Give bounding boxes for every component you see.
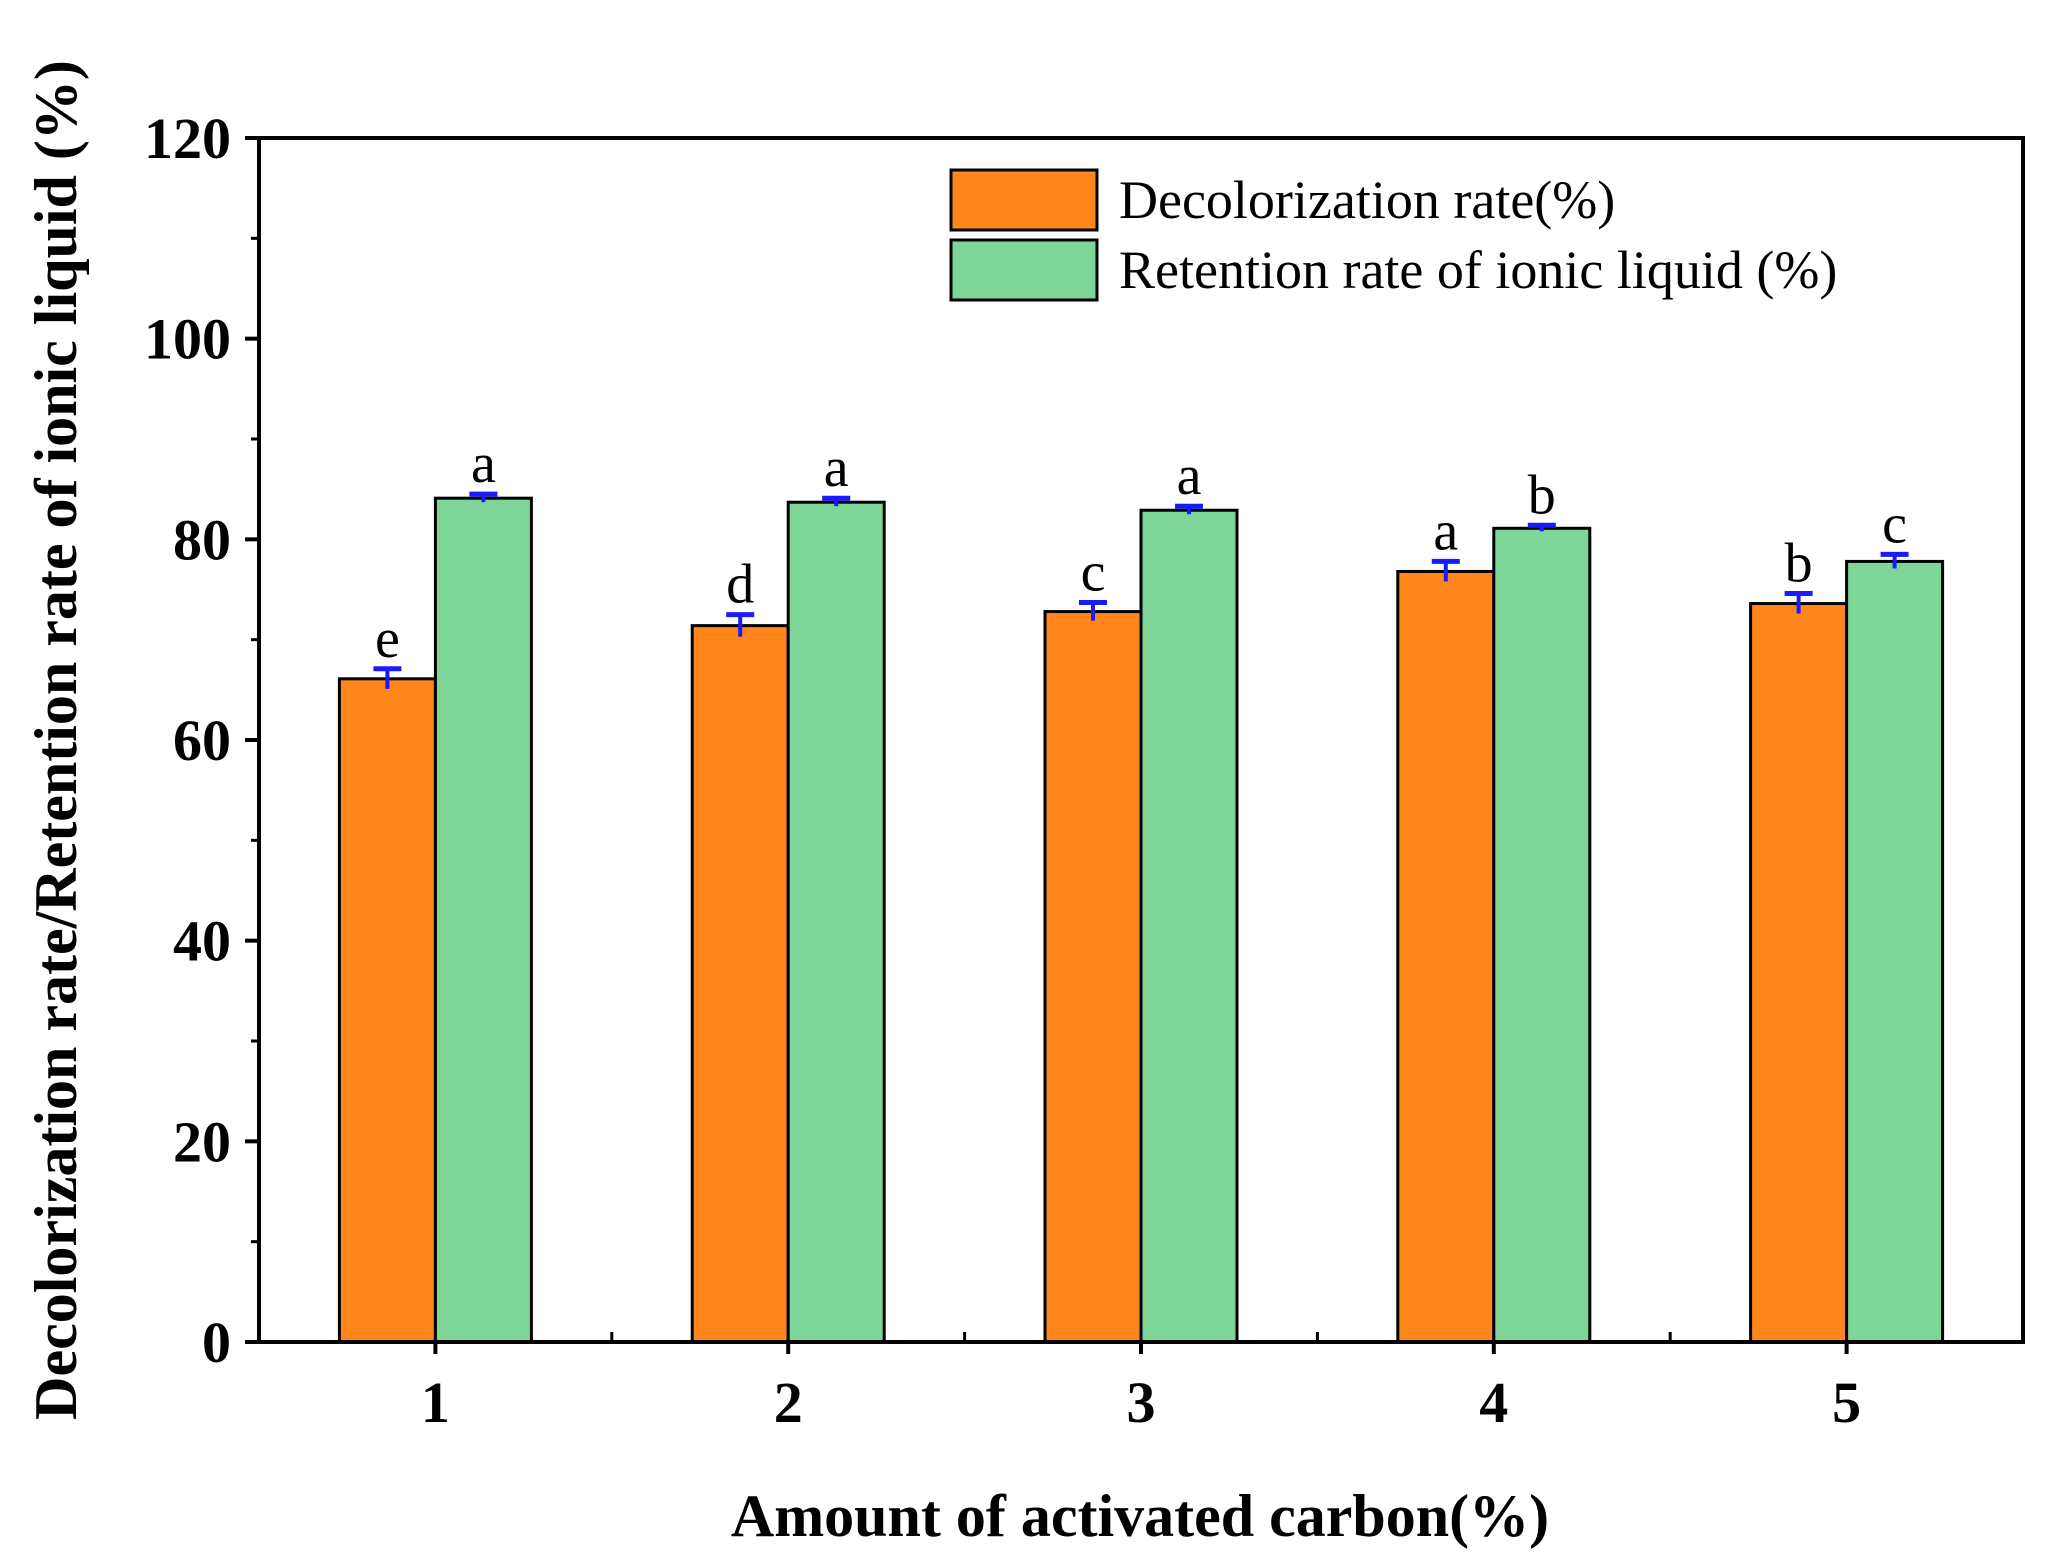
x-tick-label-1: 1 [421,1370,450,1435]
bar-retention-4 [1492,526,1592,1344]
error-bars-layer [373,491,1909,689]
bar-decolorization-2 [690,624,790,1344]
significance-letter-retention-2: a [824,437,849,499]
significance-letter-decolorization-4: a [1433,500,1458,562]
significance-letter-retention-1: a [471,433,496,495]
x-tick-label-4: 4 [1479,1370,1508,1435]
legend-label-decolorization: Decolorization rate(%) [1119,170,1615,230]
bar-decolorization-5 [1749,602,1849,1344]
significance-letter-decolorization-5: b [1785,533,1813,595]
legend: Decolorization rate(%) Retention rate of … [949,168,1837,302]
significance-letter-retention-4: b [1528,464,1556,526]
x-axis: 1 2 3 4 5 [421,1332,1861,1435]
y-tick-label-40: 40 [173,909,231,974]
significance-letter-decolorization-1: e [375,608,400,670]
y-axis-title: Decolorization rate/Retention rate of io… [23,60,89,1420]
y-tick-label-60: 60 [173,708,231,773]
x-tick-label-2: 2 [774,1370,803,1435]
bar-decolorization-3 [1043,610,1143,1344]
x-tick-label-5: 5 [1832,1370,1861,1435]
x-tick-label-3: 3 [1127,1370,1156,1435]
significance-letters-layer: e a d a c a a b b c [375,433,1907,670]
bar-retention-5 [1845,559,1945,1344]
y-tick-label-20: 20 [173,1109,231,1174]
legend-label-retention: Retention rate of ionic liquid (%) [1119,240,1837,300]
y-tick-label-80: 80 [173,507,231,572]
bar-decolorization-1 [337,677,437,1344]
significance-letter-decolorization-3: c [1081,542,1106,604]
y-tick-label-100: 100 [144,307,231,372]
bar-decolorization-4 [1396,569,1496,1344]
y-tick-label-120: 120 [144,106,231,171]
significance-letter-retention-3: a [1177,445,1202,507]
bars-layer [337,496,1945,1344]
x-axis-title: Amount of activated carbon(%) [731,1483,1549,1549]
y-axis: 0 20 40 60 80 100 120 [144,106,259,1375]
significance-letter-retention-5: c [1882,493,1907,555]
y-tick-label-0: 0 [202,1310,231,1375]
bar-retention-2 [786,500,886,1344]
bar-retention-3 [1139,508,1239,1344]
legend-swatch-decolorization [949,168,1099,232]
bar-retention-1 [433,496,533,1344]
legend-swatch-retention [949,238,1099,302]
significance-letter-decolorization-2: d [726,554,754,616]
